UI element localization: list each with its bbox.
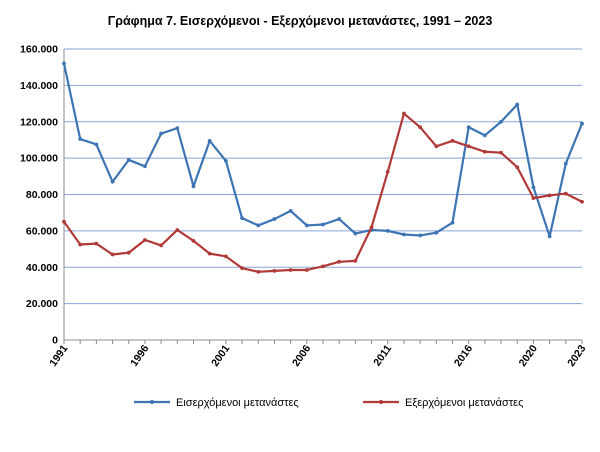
legend: Εισερχόμενοι μετανάστες Εξερχόμενοι μεταν… <box>134 397 523 409</box>
data-point-1 <box>563 161 568 166</box>
data-point-2 <box>126 250 131 255</box>
legend-marker-2 <box>379 400 383 404</box>
data-point-1 <box>240 216 244 221</box>
data-point-2 <box>434 144 439 149</box>
legend-label-2: Εξερχόμενοι μετανάστες <box>405 397 523 409</box>
data-point-1 <box>434 230 439 235</box>
data-point-2 <box>191 238 196 243</box>
data-point-1 <box>337 217 342 221</box>
data-point-2 <box>499 150 503 155</box>
data-point-2 <box>482 149 487 154</box>
y-tick-label: 40.000 <box>26 262 58 274</box>
data-point-1 <box>272 217 277 221</box>
x-tick-label: 2006 <box>290 343 313 369</box>
data-point-1 <box>321 222 325 227</box>
data-point-1 <box>159 131 164 136</box>
data-point-2 <box>94 241 99 246</box>
data-point-1 <box>353 231 358 236</box>
y-tick-label: 160.000 <box>20 44 58 56</box>
data-point-1 <box>450 220 455 225</box>
data-point-2 <box>143 238 147 242</box>
data-point-2 <box>385 169 390 174</box>
y-tick-label: 140.000 <box>20 80 58 92</box>
data-point-2 <box>466 144 471 149</box>
x-tick-label: 2023 <box>565 343 588 369</box>
data-point-1 <box>515 102 520 107</box>
data-point-1 <box>126 158 131 162</box>
data-point-2 <box>353 258 358 263</box>
data-point-2 <box>175 228 180 232</box>
plot-area: 0 20.000 40.000 60.000 80.000 100.000 120.000 1… <box>20 44 589 369</box>
x-tick-label: 1996 <box>128 343 151 369</box>
data-point-1 <box>499 119 503 124</box>
data-point-1 <box>304 223 309 228</box>
x-tick-label: 2016 <box>452 343 475 369</box>
series-line-1 <box>62 63 584 238</box>
data-point-2 <box>531 196 536 201</box>
data-point-2 <box>369 225 374 230</box>
data-point-2 <box>272 268 277 273</box>
x-tick-label: 2011 <box>371 343 394 369</box>
data-point-1 <box>223 158 228 163</box>
y-tick-label: 20.000 <box>26 298 58 310</box>
data-point-2 <box>547 193 552 198</box>
data-point-1 <box>466 125 471 130</box>
data-point-2 <box>563 191 568 196</box>
y-tick-label: 100.000 <box>20 153 58 165</box>
data-point-2 <box>580 199 584 204</box>
x-tick-label: 1991 <box>47 343 70 369</box>
data-point-1 <box>418 233 423 238</box>
x-tick-label: 2001 <box>209 343 232 369</box>
data-point-2 <box>515 165 520 170</box>
data-point-2 <box>256 269 261 274</box>
x-tick-label: 2020 <box>517 343 540 369</box>
data-point-1 <box>207 138 212 143</box>
data-point-1 <box>78 137 83 141</box>
data-point-1 <box>191 184 196 189</box>
data-point-2 <box>223 254 228 259</box>
data-point-2 <box>62 219 66 224</box>
data-point-2 <box>418 125 423 130</box>
chart-title: Γράφημα 7. Εισερχόμενοι - Εξερχόμενοι με… <box>107 14 493 28</box>
y-tick-label: 120.000 <box>20 116 58 128</box>
data-point-2 <box>450 138 455 143</box>
data-point-1 <box>94 142 99 147</box>
data-point-1 <box>482 133 487 138</box>
data-point-1 <box>385 228 390 233</box>
y-tick-label: 0 <box>52 335 58 347</box>
data-point-2 <box>402 111 406 116</box>
y-tick-label: 60.000 <box>26 225 58 237</box>
series-line-2 <box>63 112 583 273</box>
legend-marker-1 <box>150 400 154 404</box>
data-point-1 <box>110 179 115 184</box>
data-point-2 <box>159 243 164 248</box>
data-point-1 <box>175 126 180 131</box>
y-tick-label: 80.000 <box>26 189 58 201</box>
data-point-1 <box>256 223 261 228</box>
data-point-2 <box>207 251 212 256</box>
data-point-2 <box>321 264 325 269</box>
data-point-2 <box>240 266 244 271</box>
data-point-1 <box>547 234 552 239</box>
data-point-2 <box>304 268 309 272</box>
data-point-1 <box>288 208 293 213</box>
data-point-1 <box>531 185 536 190</box>
legend-label-1: Εισερχόμενοι μετανάστες <box>176 397 299 409</box>
data-point-2 <box>110 252 115 257</box>
data-point-1 <box>580 121 584 126</box>
data-point-1 <box>143 164 147 169</box>
data-point-2 <box>78 242 83 247</box>
data-point-1 <box>62 61 66 66</box>
data-point-2 <box>288 268 293 272</box>
data-point-1 <box>402 232 406 237</box>
data-point-2 <box>337 259 342 264</box>
